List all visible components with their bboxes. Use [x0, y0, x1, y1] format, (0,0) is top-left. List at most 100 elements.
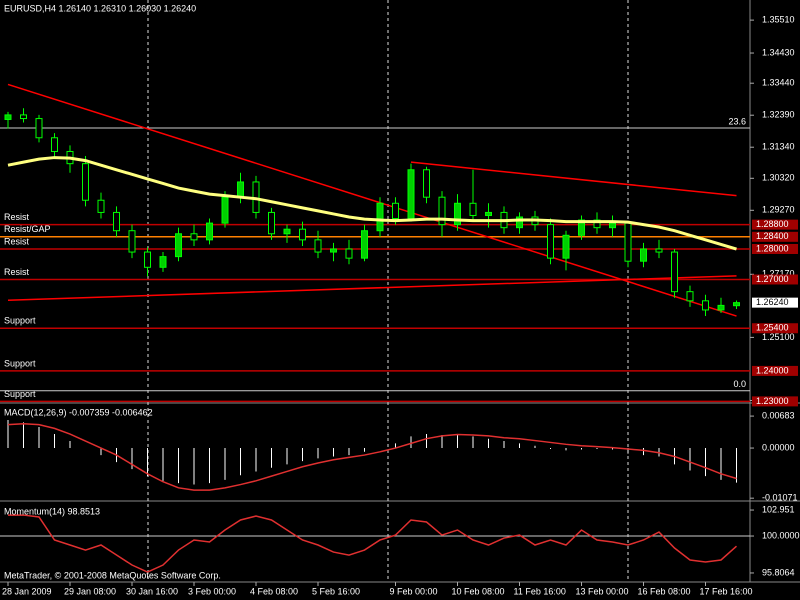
y-tick-label: 0.00000	[762, 442, 795, 452]
candle-body	[609, 222, 616, 229]
candle-body	[82, 163, 89, 201]
level-tag-label: 1.24000	[756, 365, 789, 375]
y-tick-label: 1.32390	[762, 110, 795, 120]
x-tick-label: 28 Jan 2009	[2, 586, 52, 596]
candle-body	[392, 202, 399, 220]
candle-body	[314, 239, 322, 253]
y-tick-label: 1.29270	[762, 205, 795, 215]
x-tick-label: 30 Jan 16:00	[126, 586, 178, 596]
y-tick-label: 102.951	[762, 504, 795, 514]
x-tick-label: 4 Feb 08:00	[250, 586, 298, 596]
y-tick-label: 1.30320	[762, 173, 795, 183]
level-tag	[752, 365, 798, 376]
x-tick-label: 3 Feb 00:00	[188, 586, 236, 596]
y-tick-label: 1.31340	[762, 142, 795, 152]
moving-average	[7, 156, 737, 251]
candle-body	[407, 169, 415, 220]
candle-body	[516, 216, 523, 229]
last-price-tag	[752, 297, 798, 308]
level-tag-label: 1.28000	[756, 243, 789, 253]
candle-body	[640, 248, 647, 262]
y-tick-label: 100.0000	[762, 530, 800, 540]
level-tag	[752, 274, 798, 285]
candle-body	[655, 248, 663, 253]
candle-body	[159, 256, 167, 268]
candle-body	[469, 202, 477, 216]
candle-body	[361, 230, 368, 259]
candle-body	[547, 224, 554, 259]
footer: MetaTrader, © 2001-2008 MetaQuotes Softw…	[4, 570, 221, 580]
level-name: Support	[4, 316, 36, 326]
candle-body	[454, 202, 461, 226]
x-tick-label: 16 Feb 08:00	[638, 586, 691, 596]
candle-body	[485, 211, 492, 216]
candle-body	[562, 234, 570, 259]
candle-body	[4, 114, 12, 120]
candle-body	[20, 114, 27, 120]
level-tag	[752, 219, 798, 230]
x-tick-label: 11 Feb 16:00	[514, 586, 566, 596]
candle-body	[423, 169, 430, 198]
level-tag	[752, 244, 798, 255]
x-tick-label: 9 Feb 00:00	[390, 586, 438, 596]
candle-body	[237, 181, 244, 198]
candle-body	[702, 300, 709, 311]
last-price-label: 1.26240	[756, 297, 789, 307]
y-tick-label: 1.27170	[762, 269, 795, 279]
candle-body	[438, 196, 446, 226]
y-tick-label: -0.01071	[762, 493, 798, 503]
macd-signal	[7, 422, 737, 491]
candle-body	[144, 251, 151, 268]
x-tick-label: 10 Feb 08:00	[452, 586, 505, 596]
candle-body	[624, 222, 632, 262]
trend-line	[7, 83, 737, 317]
candle-body	[299, 228, 306, 241]
candle-body	[206, 222, 213, 241]
candle-body	[345, 248, 353, 259]
candle-body	[578, 219, 585, 236]
level-tag-label: 1.25400	[756, 323, 789, 333]
candle-body	[113, 211, 120, 232]
y-tick-label: 1.35510	[762, 14, 795, 24]
candle-body	[221, 196, 229, 224]
fib-level-name: 23.6	[728, 116, 746, 126]
candle-body	[97, 199, 105, 213]
x-tick-label: 29 Jan 08:00	[64, 586, 116, 596]
level-tag-label: 1.23000	[756, 396, 789, 406]
momentum-line	[8, 514, 737, 573]
y-tick-label: 1.25100	[762, 332, 795, 342]
y-tick-label: 1.33440	[762, 78, 795, 88]
candle-body	[128, 230, 136, 253]
level-tag-label: 1.28400	[756, 231, 789, 241]
candle-body	[190, 233, 198, 241]
candle-body	[175, 233, 182, 258]
level-tag	[752, 396, 798, 407]
chart-title: EURUSD,H4 1.26140 1.26310 1.26030 1.2624…	[4, 3, 196, 13]
momentum-title: Momentum(14) 98.8513	[4, 506, 100, 516]
macd-title: MACD(12,26,9) -0.007359 -0.006462	[4, 407, 153, 417]
candle-body	[671, 251, 678, 293]
candle-body	[593, 219, 601, 229]
level-tag-label: 1.27000	[756, 274, 789, 284]
fib-level-name: 0.0	[733, 379, 746, 389]
level-tag-label: 1.28800	[756, 219, 789, 229]
level-name: Resist	[4, 212, 30, 222]
candle-body	[686, 291, 694, 302]
candle-body	[51, 137, 58, 152]
level-name: Support	[4, 358, 36, 368]
y-tick-label: 1.34430	[762, 47, 795, 57]
candle-body	[330, 248, 337, 253]
x-tick-label: 17 Feb 16:00	[700, 586, 753, 596]
candle-body	[283, 228, 291, 235]
level-tag	[752, 231, 798, 242]
level-name: Support	[4, 389, 36, 399]
level-name: Resist/GAP	[4, 224, 51, 234]
level-name: Resist	[4, 267, 30, 277]
y-tick-label: 0.00683	[762, 410, 795, 420]
candle-body	[733, 302, 740, 307]
trend-line	[410, 161, 737, 197]
trend-line	[7, 275, 737, 301]
